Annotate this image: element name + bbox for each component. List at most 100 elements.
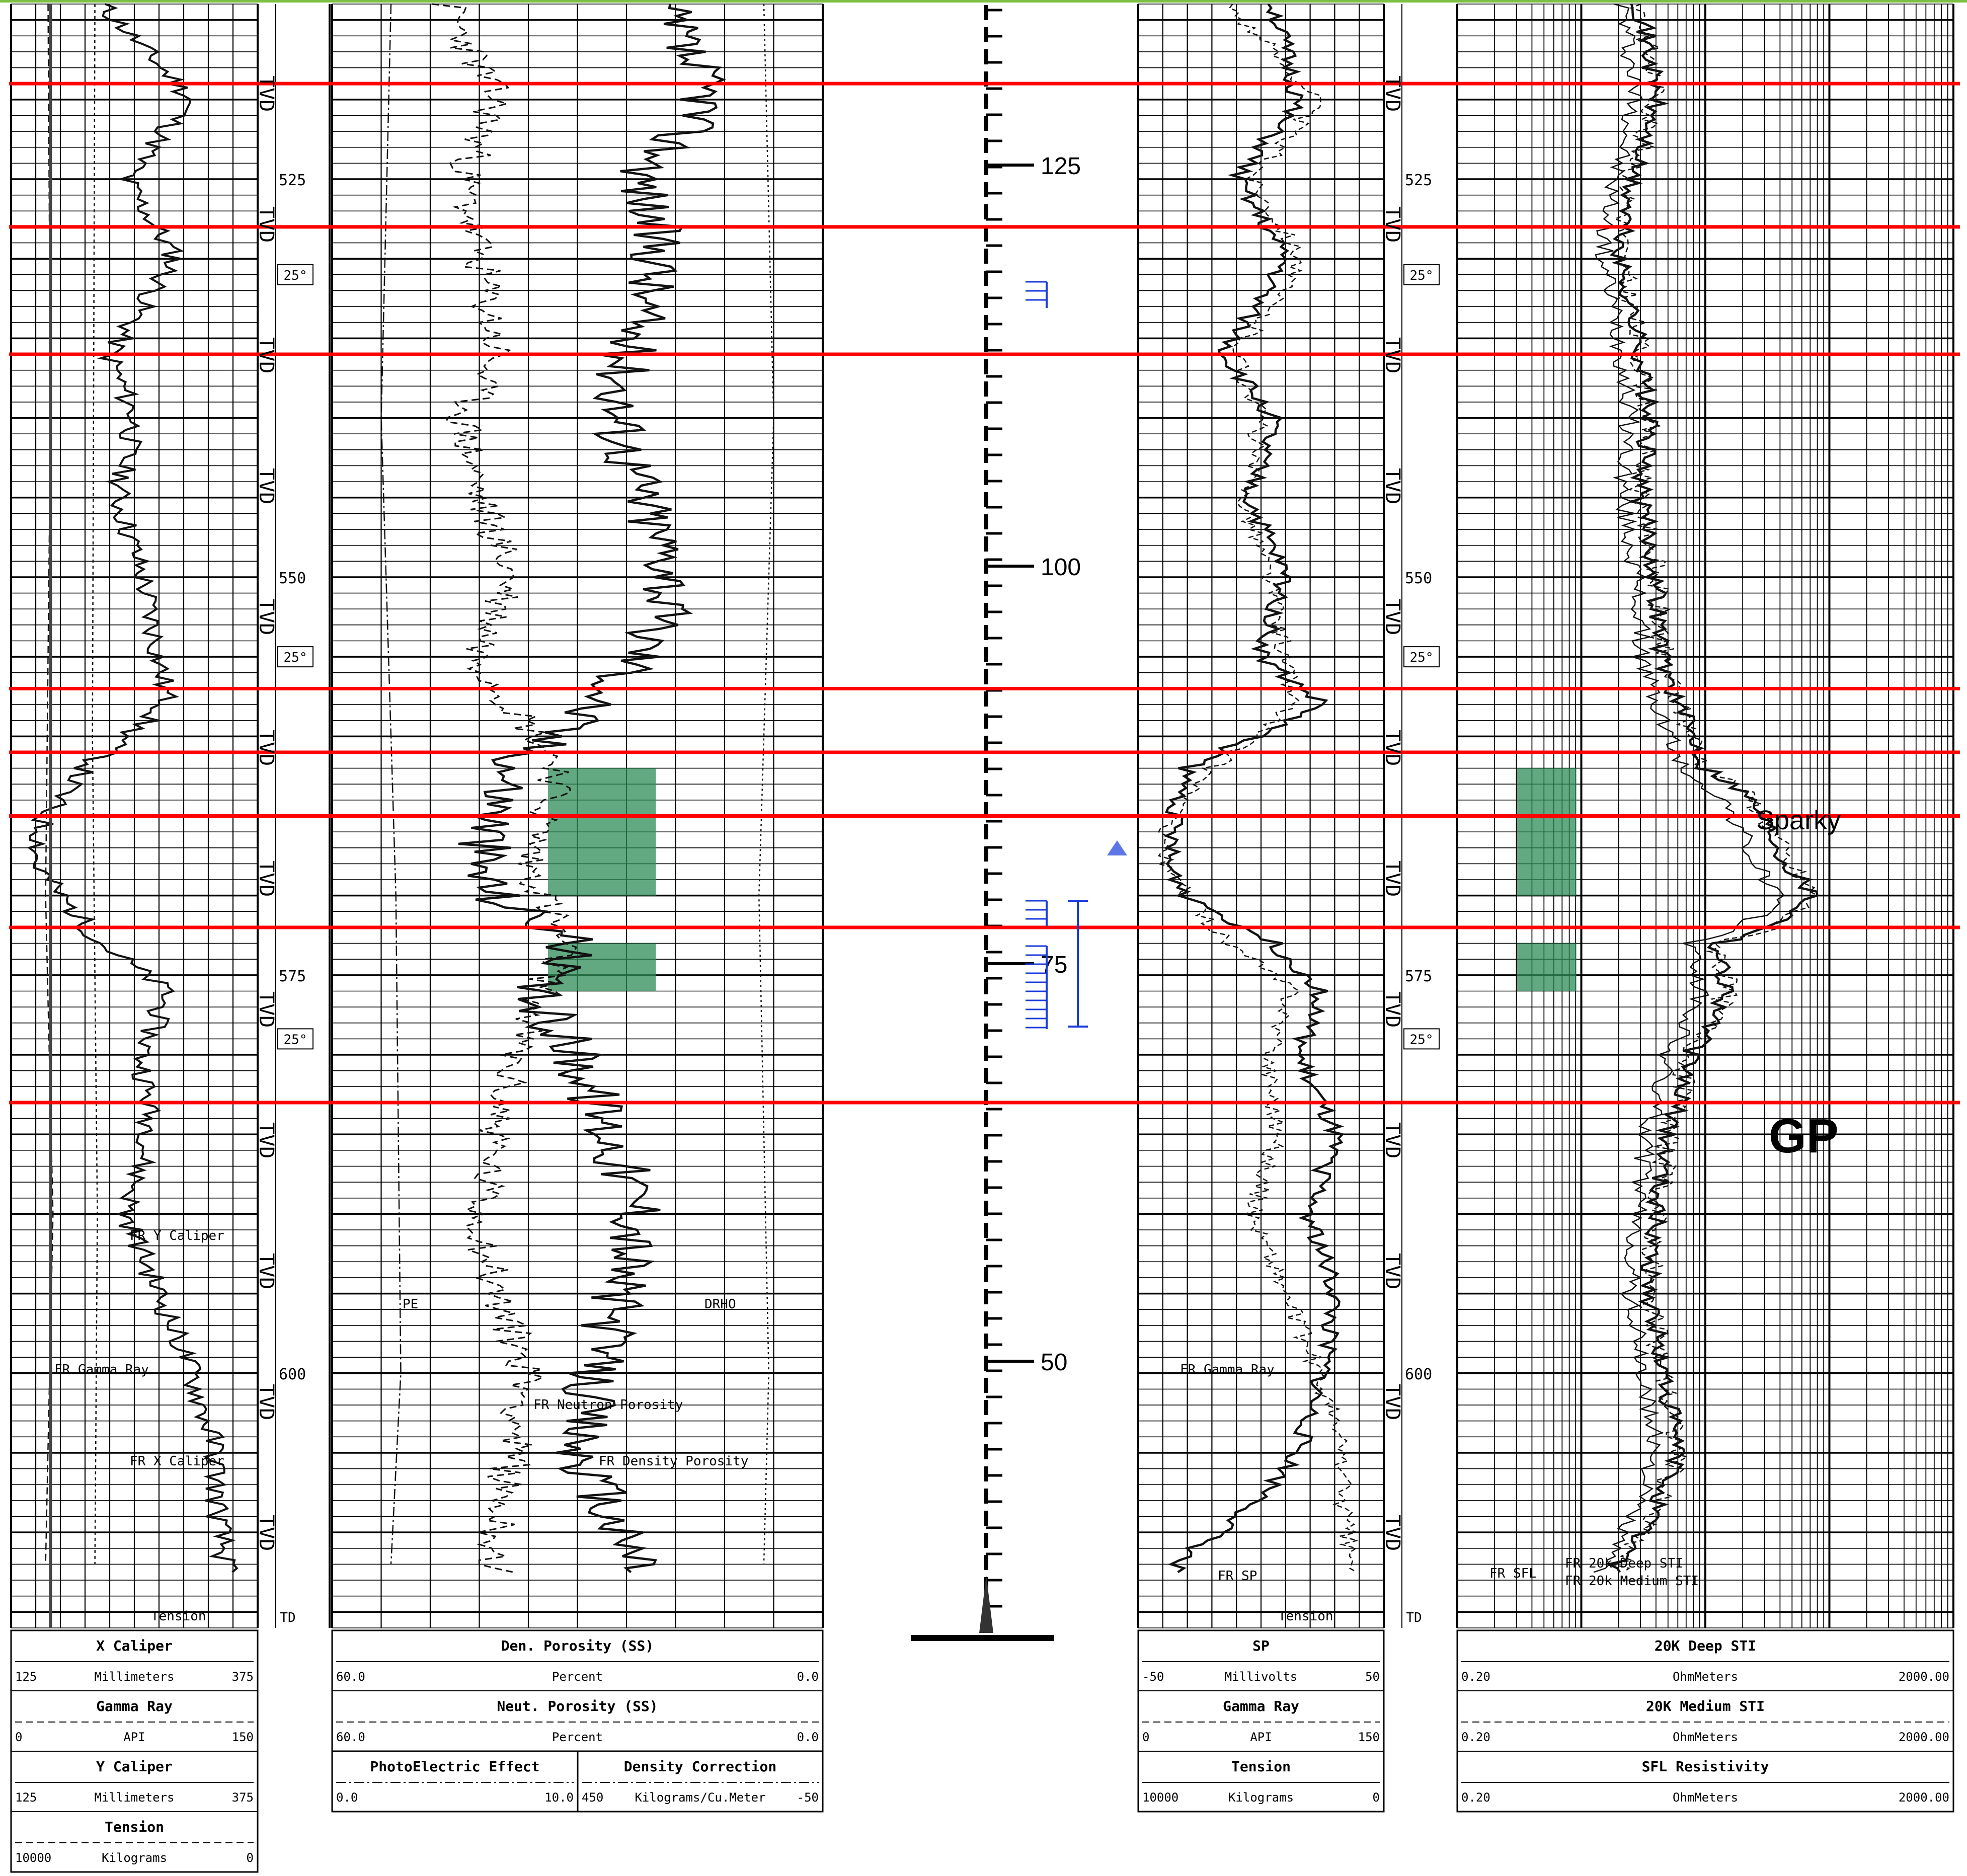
x-caliper-curve bbox=[45, 4, 54, 1565]
tvd-label: TVD bbox=[255, 337, 278, 373]
middle-header-min: 60.0 bbox=[336, 1670, 365, 1684]
right1-header-max: 50 bbox=[1365, 1670, 1380, 1684]
depth-label: 600 bbox=[279, 1366, 306, 1383]
middle-split-header-box bbox=[577, 1750, 824, 1813]
angle-tag-box bbox=[277, 646, 313, 668]
tvd-label: TVD bbox=[255, 861, 278, 897]
sparky-annotation: Sparky bbox=[1756, 805, 1841, 835]
left-header-name: Tension bbox=[105, 1819, 164, 1835]
tvd-label: TVD bbox=[1381, 991, 1404, 1028]
y-caliper-curve bbox=[92, 4, 98, 1565]
middle-split-header-name: PhotoElectric Effect bbox=[370, 1758, 539, 1775]
tvd-label: TVD bbox=[1381, 1515, 1404, 1551]
middle-split-header-box bbox=[331, 1750, 579, 1813]
tvd-label: TVD bbox=[255, 991, 278, 1028]
td-label: TD bbox=[280, 1610, 295, 1625]
pay-zone-fill bbox=[1517, 768, 1577, 896]
middle-header-name: Neut. Porosity (SS) bbox=[497, 1698, 658, 1714]
angle-tag-box bbox=[277, 264, 313, 285]
angle-tag: 25° bbox=[284, 1032, 307, 1047]
right1-header-min: 0 bbox=[1142, 1730, 1149, 1744]
x-caliper-label: FR X Caliper bbox=[130, 1454, 224, 1469]
neutron-porosity-label: FR Neutron Porosity bbox=[533, 1397, 683, 1413]
angle-tag-box bbox=[277, 1028, 313, 1050]
gamma-ray-curve bbox=[27, 3, 239, 1573]
sfl-label: FR SFL bbox=[1489, 1566, 1537, 1581]
middle-split-header-min: 450 bbox=[582, 1790, 603, 1805]
tvd-label: TVD bbox=[1381, 861, 1404, 897]
right2-header-min: 0.20 bbox=[1461, 1670, 1490, 1684]
angle-tag: 25° bbox=[284, 268, 307, 283]
right1-header-box bbox=[1137, 1629, 1385, 1813]
middle-header-unit: Percent bbox=[552, 1670, 603, 1684]
tvd-label: TVD bbox=[1381, 75, 1404, 112]
left-header-max: 375 bbox=[232, 1670, 254, 1684]
left-header-name: Y Caliper bbox=[96, 1758, 173, 1775]
pay-zone-fill bbox=[1517, 943, 1577, 991]
middle-header-name: Den. Porosity (SS) bbox=[501, 1637, 654, 1654]
left-header-min: 125 bbox=[15, 1790, 37, 1805]
sp-curve bbox=[1163, 3, 1345, 1574]
middle-header-max: 0.0 bbox=[797, 1670, 819, 1684]
left-header-min: 0 bbox=[15, 1730, 22, 1744]
tvd-label: TVD bbox=[1381, 1384, 1404, 1420]
formation-top-triangle bbox=[1107, 840, 1127, 855]
depth-label: 550 bbox=[279, 570, 306, 587]
right1-header-name: Tension bbox=[1231, 1758, 1291, 1775]
tvd-label: TVD bbox=[1381, 468, 1404, 504]
right1-header-name: SP bbox=[1252, 1637, 1270, 1654]
angle-tag: 25° bbox=[284, 650, 307, 665]
middle-split-header-unit: Kilograms/Cu.Meter bbox=[635, 1790, 765, 1805]
angle-tag: 25° bbox=[1410, 650, 1434, 665]
density-porosity-label: FR Density Porosity bbox=[599, 1454, 748, 1469]
right2-header-min: 0.20 bbox=[1461, 1730, 1490, 1744]
angle-tag-box bbox=[1403, 264, 1440, 285]
tension-label: Tension bbox=[151, 1609, 206, 1624]
angle-tag-box bbox=[1403, 1028, 1440, 1050]
tension-label: Tension bbox=[1278, 1609, 1333, 1624]
tvd-label: TVD bbox=[255, 1122, 278, 1158]
right2-header-name: SFL Resistivity bbox=[1642, 1758, 1769, 1775]
right2-header-max: 2000.00 bbox=[1899, 1730, 1949, 1744]
gamma-ray-curve bbox=[1156, 4, 1359, 1573]
scale-tick-label: 50 bbox=[1041, 1349, 1067, 1376]
angle-tag-box bbox=[1403, 646, 1440, 668]
tvd-label: TVD bbox=[1381, 599, 1404, 635]
right1-header-max: 150 bbox=[1358, 1730, 1380, 1744]
right1-header-unit: Kilograms bbox=[1228, 1790, 1294, 1805]
left-header-max: 0 bbox=[247, 1851, 254, 1865]
density-porosity-curve bbox=[458, 4, 726, 1574]
pe-curve bbox=[380, 4, 402, 1565]
left-header-unit: API bbox=[123, 1730, 145, 1744]
scale-base-triangle bbox=[979, 1575, 993, 1633]
middle-split-header-name: Density Correction bbox=[624, 1758, 776, 1775]
right1-header-max: 0 bbox=[1373, 1790, 1380, 1805]
scale-tick-label: 125 bbox=[1041, 153, 1081, 180]
neutron-porosity-curve bbox=[432, 3, 578, 1573]
right2-header-name: 20K Deep STI bbox=[1655, 1637, 1756, 1654]
middle-split-header-min: 0.0 bbox=[336, 1790, 358, 1805]
tvd-label: TVD bbox=[1381, 206, 1404, 243]
tvd-label: TVD bbox=[1381, 337, 1404, 373]
tvd-label: TVD bbox=[1381, 730, 1404, 766]
depth-label: 600 bbox=[1405, 1366, 1432, 1383]
gp-annotation: GP bbox=[1769, 1109, 1839, 1163]
tvd-label: TVD bbox=[1381, 1122, 1404, 1158]
pe-label: PE bbox=[403, 1297, 418, 1312]
scale-tick-label: 100 bbox=[1041, 554, 1081, 581]
left-header-max: 375 bbox=[232, 1790, 254, 1805]
y-caliper-label: FR Y Caliper bbox=[130, 1228, 224, 1243]
drho-label: DRHO bbox=[704, 1297, 736, 1312]
pay-zone-fill bbox=[548, 768, 656, 896]
medium-resistivity-curve bbox=[1612, 3, 1819, 1573]
angle-tag: 25° bbox=[1410, 268, 1434, 283]
tvd-label: TVD bbox=[255, 730, 278, 766]
tvd-label: TVD bbox=[255, 1253, 278, 1289]
sfl-resistivity-curve bbox=[1593, 3, 1785, 1573]
angle-tag: 25° bbox=[1410, 1032, 1434, 1047]
tvd-label: TVD bbox=[1381, 1253, 1404, 1289]
right2-header-max: 2000.00 bbox=[1899, 1670, 1949, 1684]
tvd-label: TVD bbox=[255, 468, 278, 504]
right1-header-name: Gamma Ray bbox=[1223, 1698, 1299, 1714]
tvd-label: TVD bbox=[255, 206, 278, 243]
